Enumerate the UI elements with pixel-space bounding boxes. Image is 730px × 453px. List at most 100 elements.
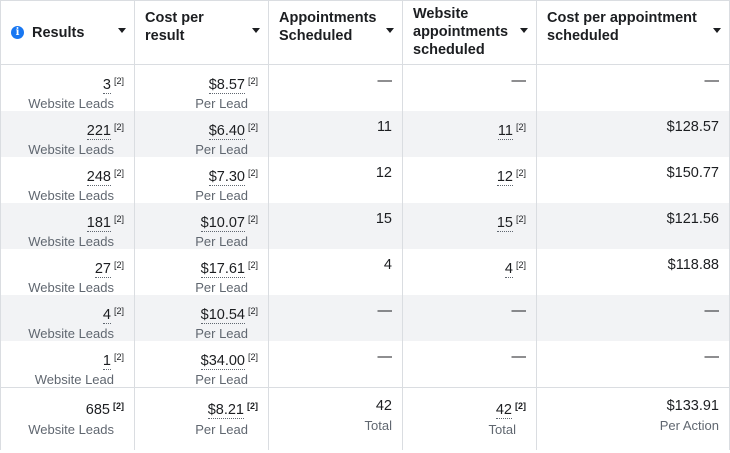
appointments-cell: 4: [269, 249, 403, 295]
total-cost-value[interactable]: $8.21: [207, 402, 244, 419]
cost-per-appointment-value: $150.77: [666, 165, 719, 181]
caret-down-icon[interactable]: [520, 28, 528, 33]
web-appointments-value[interactable]: 4: [504, 261, 513, 278]
results-cell: 1 [2] Website Lead: [0, 341, 135, 387]
results-value[interactable]: 1: [102, 353, 111, 370]
total-web-appointments-cell: 42 [2] Total: [403, 388, 537, 450]
appointments-value: 15: [375, 211, 392, 227]
table-row: 221 [2] Website Leads $6.40 [2] Per Lead 11 11[…: [0, 111, 730, 157]
appointments-value: 4: [383, 257, 392, 273]
footnote-marker[interactable]: [2]: [113, 122, 124, 132]
footnote-marker[interactable]: [2]: [113, 352, 124, 362]
web-appointments-value[interactable]: 15: [496, 215, 513, 232]
column-header-label: Appointments Scheduled: [279, 10, 377, 44]
web-appointments-value[interactable]: 12: [496, 169, 513, 186]
total-web-appointments-value[interactable]: 42: [495, 402, 512, 419]
column-header-cost-per-appointment[interactable]: Cost per appointment scheduled: [537, 1, 730, 64]
cost-per-result-value[interactable]: $8.57: [208, 77, 245, 94]
footnote-marker[interactable]: [2]: [515, 401, 526, 411]
results-value[interactable]: 248: [86, 169, 111, 186]
cost-per-appointment-value: $128.57: [666, 119, 719, 135]
caret-down-icon[interactable]: [386, 28, 394, 33]
info-icon[interactable]: i: [11, 26, 24, 39]
web-appointments-cell: —: [403, 65, 537, 111]
results-value[interactable]: 221: [86, 123, 111, 140]
column-header-results[interactable]: i Results: [0, 1, 135, 64]
cost-per-appointment-cell: $121.56: [537, 203, 730, 249]
cost-per-result-label: Per Lead: [195, 188, 248, 203]
footnote-marker[interactable]: [2]: [247, 401, 258, 411]
column-header-appointments-scheduled[interactable]: Appointments Scheduled: [269, 1, 403, 64]
total-cost-label: Per Lead: [195, 422, 248, 437]
footnote-marker[interactable]: [2]: [247, 214, 258, 224]
results-cell: 248 [2] Website Leads: [0, 157, 135, 203]
cost-per-result-value[interactable]: $10.07: [200, 215, 245, 232]
cost-per-result-value[interactable]: $34.00: [200, 353, 245, 370]
appointments-value: 12: [375, 165, 392, 181]
web-appointments-cell: 15 [2]: [403, 203, 537, 249]
cost-per-result-label: Per Lead: [195, 142, 248, 157]
column-header-website-appointments[interactable]: Website appointments scheduled: [403, 1, 537, 64]
web-appointments-value[interactable]: 11: [497, 123, 513, 140]
cost-per-appointment-cell: —: [537, 341, 730, 387]
cost-per-result-value[interactable]: $7.30: [208, 169, 245, 186]
table-row: 3 [2] Website Leads $8.57 [2] Per Lead — — —: [0, 65, 730, 111]
footnote-marker[interactable]: [2]: [113, 401, 124, 411]
results-value[interactable]: 181: [86, 215, 111, 232]
caret-down-icon[interactable]: [252, 28, 260, 33]
appointments-cell: —: [269, 341, 403, 387]
cost-per-appointment-cell: $118.88: [537, 249, 730, 295]
cost-per-result-cell: $6.40 [2] Per Lead: [135, 111, 269, 157]
cost-per-result-value[interactable]: $10.54: [200, 307, 245, 324]
footnote-marker[interactable]: [2]: [515, 260, 526, 270]
footnote-marker[interactable]: [2]: [515, 214, 526, 224]
results-cell: 221 [2] Website Leads: [0, 111, 135, 157]
footnote-marker[interactable]: [2]: [515, 168, 526, 178]
cost-per-result-label: Per Lead: [195, 326, 248, 341]
footnote-marker[interactable]: [2]: [247, 122, 258, 132]
web-appointments-cell: 12 [2]: [403, 157, 537, 203]
table-body: 3 [2] Website Leads $8.57 [2] Per Lead — — —221[…: [0, 65, 730, 387]
cost-per-result-value[interactable]: $6.40: [208, 123, 245, 140]
footnote-marker[interactable]: [2]: [113, 260, 124, 270]
results-value[interactable]: 4: [102, 307, 111, 324]
footnote-marker[interactable]: [2]: [247, 352, 258, 362]
footnote-marker[interactable]: [2]: [247, 168, 258, 178]
caret-down-icon[interactable]: [713, 28, 721, 33]
results-cell: 4 [2] Website Leads: [0, 295, 135, 341]
appointments-value: 11: [376, 119, 392, 135]
footnote-marker[interactable]: [2]: [515, 122, 526, 132]
footnote-marker[interactable]: [2]: [247, 260, 258, 270]
caret-down-icon[interactable]: [118, 28, 126, 33]
footnote-marker[interactable]: [2]: [113, 214, 124, 224]
cost-per-result-value[interactable]: $17.61: [200, 261, 245, 278]
footnote-marker[interactable]: [2]: [247, 306, 258, 316]
results-label: Website Leads: [28, 234, 114, 249]
column-header-cost-per-result[interactable]: Cost per result: [135, 1, 269, 64]
total-results-cell: 685 [2] Website Leads: [0, 388, 135, 450]
cost-per-result-label: Per Lead: [195, 280, 248, 295]
cost-per-appointment-cell: $128.57: [537, 111, 730, 157]
total-cost-per-appointment-value: $133.91: [666, 398, 719, 414]
column-header-label: Cost per result: [145, 10, 204, 44]
footnote-marker[interactable]: [2]: [113, 306, 124, 316]
footnote-marker[interactable]: [2]: [113, 76, 124, 86]
web-appointments-value: —: [511, 303, 527, 319]
footnote-marker[interactable]: [2]: [247, 76, 258, 86]
total-results-value: 685: [85, 402, 110, 418]
cost-per-result-cell: $10.54 [2] Per Lead: [135, 295, 269, 341]
total-cost-per-appointment-label: Per Action: [659, 418, 719, 433]
total-appointments-value: 42: [375, 398, 392, 414]
cost-per-appointment-cell: —: [537, 65, 730, 111]
web-appointments-cell: —: [403, 295, 537, 341]
cost-per-appointment-cell: —: [537, 295, 730, 341]
cost-per-result-cell: $8.57 [2] Per Lead: [135, 65, 269, 111]
column-header-label: Website appointments scheduled: [413, 6, 509, 58]
footnote-marker[interactable]: [2]: [113, 168, 124, 178]
total-appointments-label: Total: [364, 418, 392, 433]
cost-per-result-label: Per Lead: [195, 234, 248, 249]
results-value[interactable]: 3: [102, 77, 111, 94]
results-value[interactable]: 27: [94, 261, 111, 278]
results-label: Website Leads: [28, 96, 114, 111]
web-appointments-value: —: [511, 73, 527, 89]
